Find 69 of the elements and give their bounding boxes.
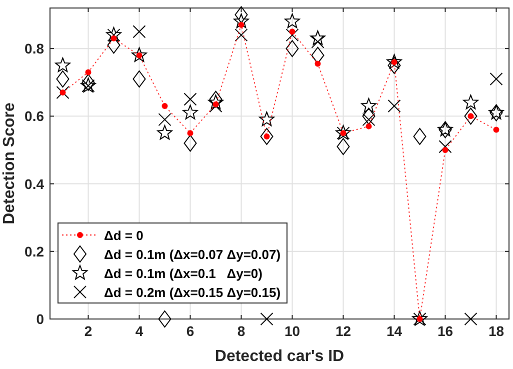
x-tick-label: 18 xyxy=(488,323,504,339)
y-tick-label: 0.6 xyxy=(24,108,44,124)
x-tick-label: 2 xyxy=(84,323,92,339)
point xyxy=(208,94,224,110)
point xyxy=(284,14,300,28)
point xyxy=(388,100,401,113)
legend-label: Δd = 0.2m (Δx=0.15 Δy=0.15) xyxy=(104,285,281,300)
point xyxy=(110,35,117,42)
point xyxy=(259,112,274,126)
point xyxy=(158,310,172,328)
point xyxy=(132,25,146,38)
point xyxy=(388,56,401,74)
legend-label: Δd = 0.1m (Δx=0.07 Δy=0.07) xyxy=(104,247,281,262)
x-tick-label: 14 xyxy=(386,323,402,339)
point xyxy=(464,312,478,326)
y-tick-label: 0.8 xyxy=(24,40,44,57)
point xyxy=(362,108,376,125)
point xyxy=(386,54,402,69)
legend-label: Δd = 0 xyxy=(104,228,144,243)
point xyxy=(361,98,376,113)
point xyxy=(310,30,326,45)
x-tick-label: 10 xyxy=(284,323,300,339)
point xyxy=(234,28,248,42)
point xyxy=(493,126,500,133)
point xyxy=(286,28,299,42)
point xyxy=(336,138,350,156)
point xyxy=(438,140,452,154)
point xyxy=(463,94,478,110)
point xyxy=(132,47,147,62)
point xyxy=(442,146,448,153)
point xyxy=(85,69,92,76)
x-tick-label: 8 xyxy=(237,323,246,339)
x-tick-label: 12 xyxy=(335,323,352,339)
x-tick-label: 4 xyxy=(135,323,144,339)
x-tick-label: 16 xyxy=(437,323,454,339)
x-axis-title: Detected car's ID xyxy=(214,348,344,365)
point xyxy=(490,72,503,86)
x-tick-label: 6 xyxy=(186,323,194,339)
point xyxy=(184,134,197,152)
point xyxy=(362,113,376,126)
y-tick-label: 0.2 xyxy=(24,243,44,260)
point xyxy=(413,128,426,145)
point xyxy=(289,28,296,35)
point xyxy=(209,90,222,108)
y-axis-title: Detection Score xyxy=(1,102,18,224)
point xyxy=(162,103,168,110)
point xyxy=(184,92,197,106)
point xyxy=(157,125,172,140)
point xyxy=(260,128,274,145)
point xyxy=(182,104,198,120)
point xyxy=(234,6,248,24)
point xyxy=(132,70,146,88)
point xyxy=(187,130,194,136)
point xyxy=(82,74,95,91)
point xyxy=(56,86,70,100)
point xyxy=(234,14,249,28)
point xyxy=(314,60,321,67)
point xyxy=(366,123,372,130)
point xyxy=(464,108,478,125)
point xyxy=(158,113,172,126)
point xyxy=(55,57,70,72)
legend-label: Δd = 0.1m (Δx=0.1 Δy=0) xyxy=(104,266,262,281)
point xyxy=(260,312,274,326)
y-tick-label: 0 xyxy=(36,311,44,327)
y-tick-label: 0.4 xyxy=(24,176,44,192)
point xyxy=(238,22,244,28)
point xyxy=(286,40,299,58)
point xyxy=(60,90,66,96)
point xyxy=(56,70,70,88)
